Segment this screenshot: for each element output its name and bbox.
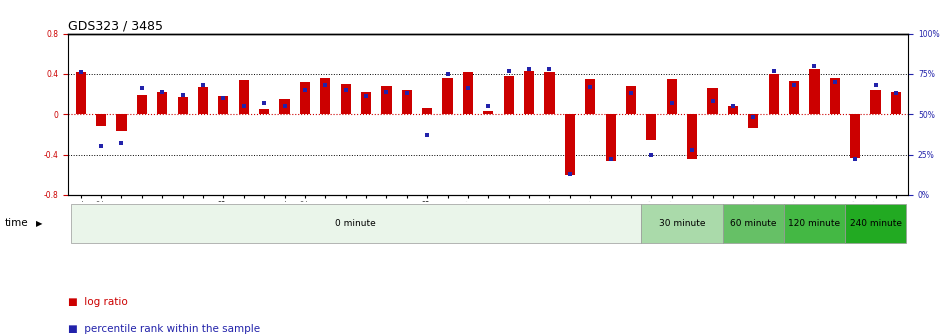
Bar — [891, 92, 901, 114]
Point — [93, 144, 108, 149]
Bar — [626, 86, 636, 114]
Point — [378, 89, 394, 94]
Bar — [157, 92, 167, 114]
Text: time: time — [5, 218, 29, 228]
Text: GDS323 / 3485: GDS323 / 3485 — [68, 19, 164, 33]
Point — [562, 171, 577, 177]
Point — [480, 103, 495, 109]
Bar — [361, 92, 371, 114]
Bar — [789, 81, 799, 114]
Point — [624, 91, 639, 96]
Bar — [70, 204, 641, 243]
Bar — [870, 90, 881, 114]
Point — [277, 103, 292, 109]
Point — [603, 157, 618, 162]
Bar — [137, 95, 147, 114]
Bar — [463, 72, 473, 114]
Text: 60 minute: 60 minute — [730, 219, 777, 228]
Point — [236, 103, 251, 109]
Point — [257, 100, 272, 106]
Bar — [300, 82, 310, 114]
Bar — [809, 69, 820, 114]
Point — [806, 63, 822, 69]
Bar — [829, 78, 840, 114]
Point — [460, 86, 476, 91]
Point — [134, 86, 149, 91]
Bar — [544, 72, 554, 114]
Bar — [219, 96, 228, 114]
Point — [399, 91, 415, 96]
Bar — [381, 86, 392, 114]
Bar — [784, 204, 845, 243]
Point — [155, 89, 170, 94]
Point — [644, 152, 659, 157]
Bar — [748, 114, 758, 128]
Point — [542, 67, 557, 72]
Point — [888, 91, 903, 96]
Text: 120 minute: 120 minute — [788, 219, 841, 228]
Point — [827, 79, 843, 85]
Bar — [483, 111, 494, 114]
Bar — [76, 72, 86, 114]
Bar — [585, 79, 595, 114]
Bar — [723, 204, 784, 243]
Point — [338, 87, 353, 93]
Bar — [442, 78, 453, 114]
Point — [746, 115, 761, 120]
Bar — [708, 88, 718, 114]
Bar — [845, 204, 906, 243]
Bar — [667, 79, 677, 114]
Bar — [850, 114, 861, 158]
Bar — [647, 114, 656, 140]
Point — [786, 83, 802, 88]
Text: ▶: ▶ — [36, 219, 43, 228]
Point — [767, 68, 782, 73]
Bar — [641, 204, 723, 243]
Bar — [687, 114, 697, 159]
Text: 240 minute: 240 minute — [849, 219, 902, 228]
Point — [114, 140, 129, 146]
Point — [501, 68, 516, 73]
Text: ■  percentile rank within the sample: ■ percentile rank within the sample — [68, 324, 261, 334]
Point — [318, 83, 333, 88]
Bar — [280, 99, 290, 114]
Bar — [340, 84, 351, 114]
Text: 0 minute: 0 minute — [336, 219, 377, 228]
Bar — [239, 80, 249, 114]
Point — [419, 132, 435, 138]
Point — [685, 147, 700, 153]
Bar — [565, 114, 575, 175]
Bar — [728, 106, 738, 114]
Point — [847, 157, 863, 162]
Point — [664, 100, 679, 106]
Point — [726, 103, 741, 109]
Bar — [178, 97, 187, 114]
Bar — [198, 87, 208, 114]
Point — [521, 67, 536, 72]
Point — [175, 92, 190, 97]
Bar — [606, 114, 615, 161]
Bar — [401, 90, 412, 114]
Bar — [524, 71, 534, 114]
Bar — [116, 114, 126, 131]
Bar — [422, 108, 433, 114]
Text: ■  log ratio: ■ log ratio — [68, 297, 128, 307]
Point — [216, 95, 231, 101]
Point — [359, 94, 374, 99]
Bar — [768, 74, 779, 114]
Bar — [96, 114, 107, 126]
Point — [73, 70, 88, 75]
Point — [705, 99, 720, 104]
Bar — [259, 109, 269, 114]
Point — [868, 83, 883, 88]
Text: 30 minute: 30 minute — [659, 219, 706, 228]
Bar — [504, 76, 514, 114]
Point — [195, 83, 210, 88]
Bar — [320, 78, 330, 114]
Point — [298, 87, 313, 93]
Point — [440, 71, 456, 77]
Point — [583, 84, 598, 89]
